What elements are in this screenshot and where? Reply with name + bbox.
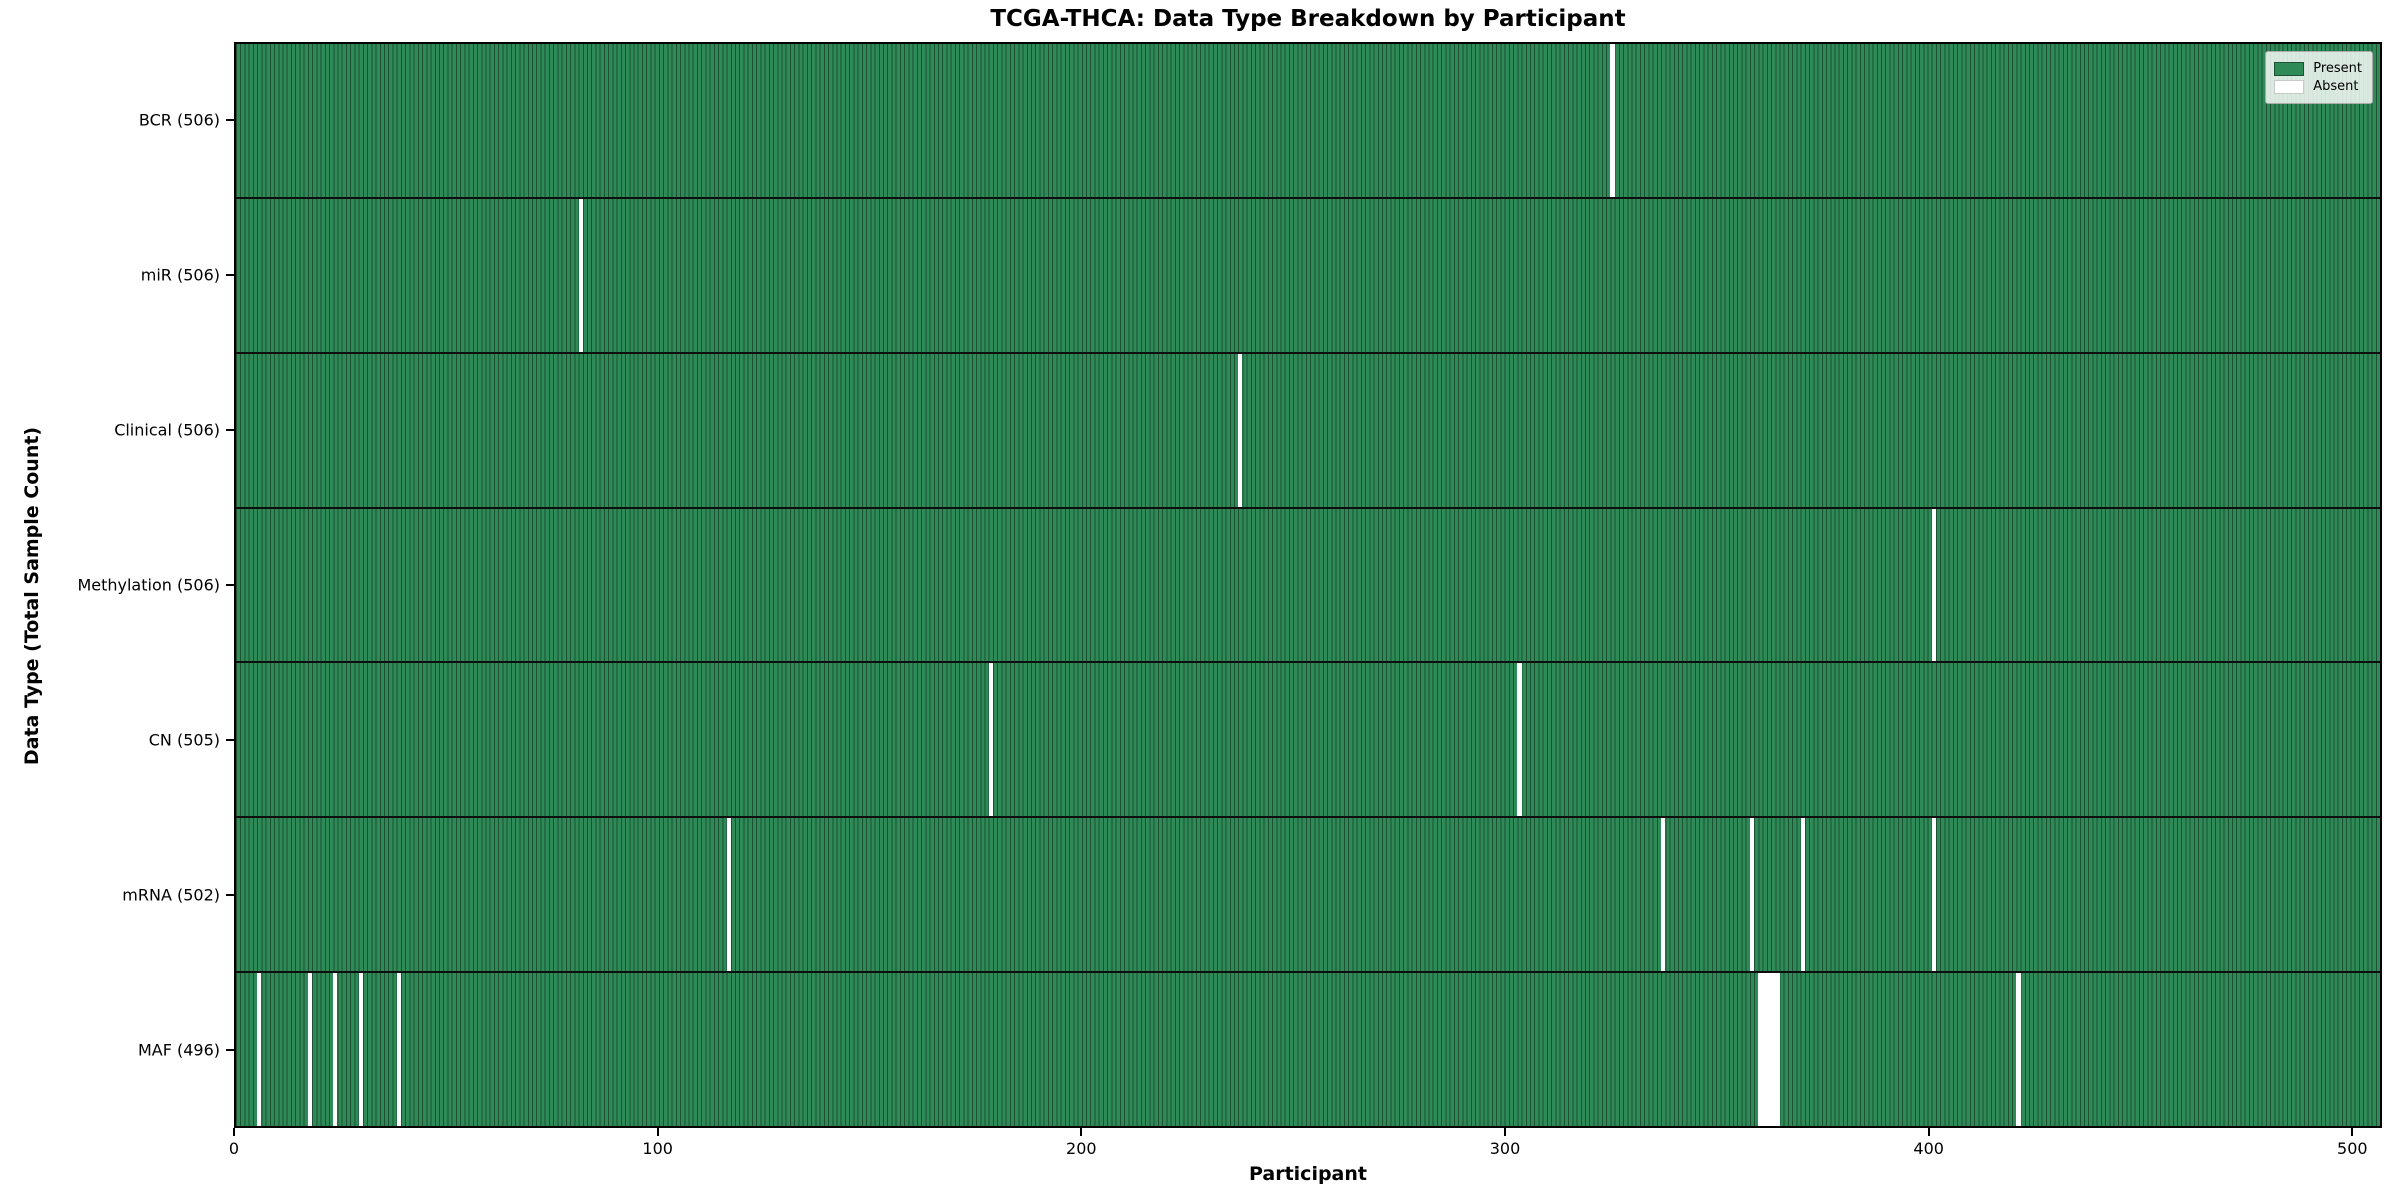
- absent-gap: [578, 198, 583, 352]
- y-tick-mark: [226, 739, 234, 742]
- row-mir: [236, 196, 2380, 352]
- x-tick-mark: [233, 1128, 235, 1136]
- y-tick-label: BCR (506): [138, 110, 220, 130]
- absent-gap: [1766, 973, 1772, 1127]
- y-tick-mark: [226, 118, 234, 121]
- x-tick-mark: [1504, 1128, 1506, 1136]
- absent-gap: [726, 818, 731, 972]
- x-tick-label: 400: [1913, 1139, 1944, 1158]
- y-tick-label: Clinical (506): [114, 420, 220, 440]
- legend-label-absent: Absent: [2313, 79, 2359, 94]
- x-axis-label: Participant: [1248, 1163, 1367, 1185]
- x-tick-label: 0: [228, 1139, 240, 1158]
- row-cn: [236, 661, 2380, 817]
- absent-gap: [1771, 973, 1776, 1127]
- legend-label-present: Present: [2313, 61, 2362, 76]
- x-tick-label: 500: [2337, 1139, 2368, 1158]
- y-axis-label: Data Type (Total Sample Count): [21, 426, 43, 766]
- absent-gap: [988, 663, 993, 817]
- x-tick-mark: [2351, 1128, 2354, 1136]
- legend-entry-present: Present: [2274, 61, 2362, 76]
- y-tick-mark: [226, 273, 234, 276]
- y-tick-label: CN (505): [148, 730, 220, 750]
- absent-gap: [307, 973, 313, 1127]
- absent-gap: [1610, 44, 1615, 197]
- present-swatch: [2274, 61, 2305, 76]
- row-clinical: [236, 351, 2380, 507]
- absent-gap: [1517, 663, 1522, 817]
- absent-gap: [1238, 353, 1243, 507]
- row-methylation: [236, 506, 2380, 662]
- absent-gap: [2016, 973, 2021, 1127]
- y-tick-mark: [226, 894, 234, 897]
- absent-gap: [1800, 818, 1805, 972]
- absent-gap: [1931, 818, 1936, 972]
- y-tick-mark: [226, 1049, 234, 1052]
- x-tick-mark: [1080, 1128, 1083, 1136]
- absent-swatch: [2274, 79, 2305, 94]
- x-tick-mark: [656, 1128, 659, 1136]
- x-tick-label: 100: [642, 1139, 673, 1158]
- absent-gap: [1758, 973, 1763, 1127]
- y-tick-label: miR (506): [140, 265, 220, 285]
- x-tick-label: 200: [1066, 1139, 1097, 1158]
- absent-gap: [257, 973, 262, 1127]
- row-mrna: [236, 816, 2380, 972]
- x-tick-label: 300: [1489, 1139, 1521, 1158]
- row-maf: [236, 971, 2380, 1127]
- absent-gap: [1931, 508, 1936, 662]
- plot-area: Present Absent: [234, 42, 2382, 1128]
- absent-gap: [358, 973, 363, 1127]
- y-tick-mark: [226, 428, 234, 431]
- y-tick-mark: [226, 584, 234, 586]
- absent-gap: [1775, 973, 1780, 1127]
- absent-gap: [1749, 818, 1755, 972]
- chart-title: TCGA-THCA: Data Type Breakdown by Partic…: [990, 6, 1626, 32]
- absent-gap: [396, 973, 401, 1127]
- row-bcr: [236, 44, 2380, 197]
- y-tick-label: mRNA (502): [122, 885, 220, 905]
- y-tick-label: MAF (496): [137, 1040, 220, 1060]
- y-tick-label: Methylation (506): [77, 575, 220, 595]
- legend: Present Absent: [2265, 51, 2373, 104]
- absent-gap: [333, 973, 338, 1127]
- x-tick-mark: [1927, 1128, 1930, 1136]
- absent-gap: [1762, 973, 1767, 1127]
- absent-gap: [1661, 818, 1666, 972]
- legend-entry-absent: Absent: [2274, 79, 2362, 94]
